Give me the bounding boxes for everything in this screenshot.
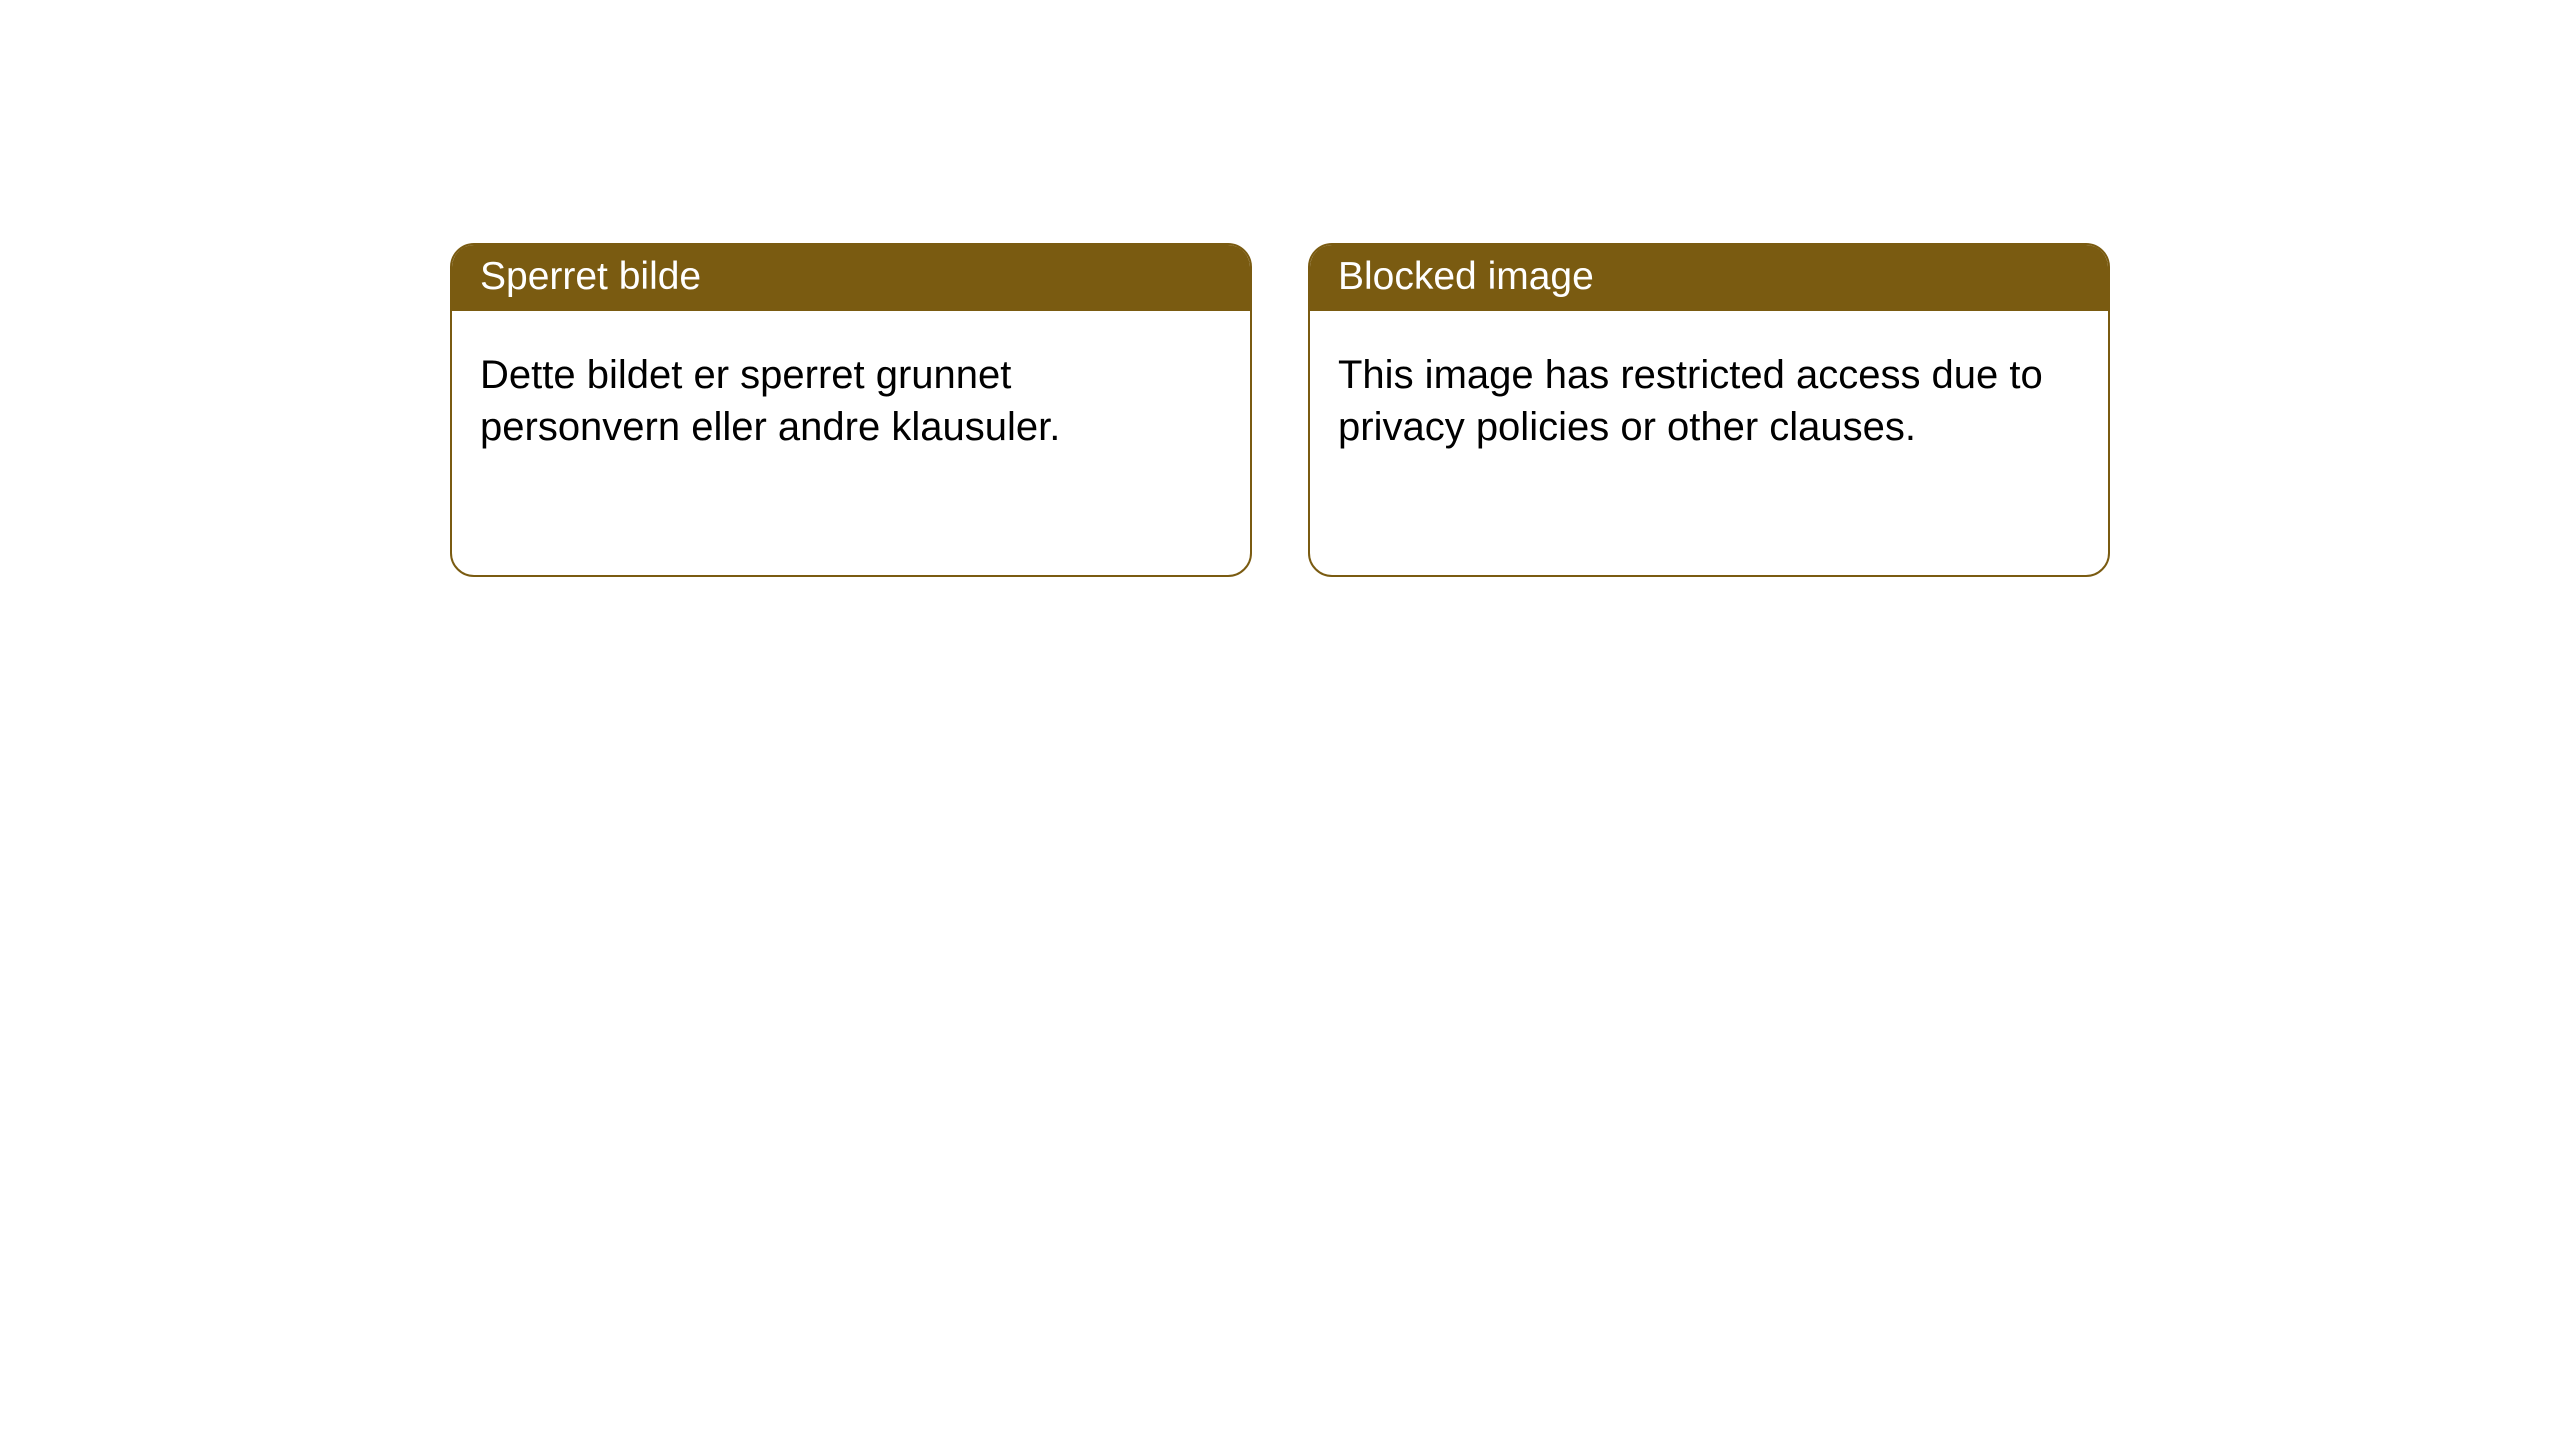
notice-card-no: Sperret bilde Dette bildet er sperret gr…: [450, 243, 1252, 577]
notice-container: Sperret bilde Dette bildet er sperret gr…: [0, 0, 2560, 577]
notice-body-en: This image has restricted access due to …: [1310, 311, 2108, 491]
notice-header-en: Blocked image: [1310, 245, 2108, 311]
notice-body-no: Dette bildet er sperret grunnet personve…: [452, 311, 1250, 491]
notice-header-no: Sperret bilde: [452, 245, 1250, 311]
notice-card-en: Blocked image This image has restricted …: [1308, 243, 2110, 577]
